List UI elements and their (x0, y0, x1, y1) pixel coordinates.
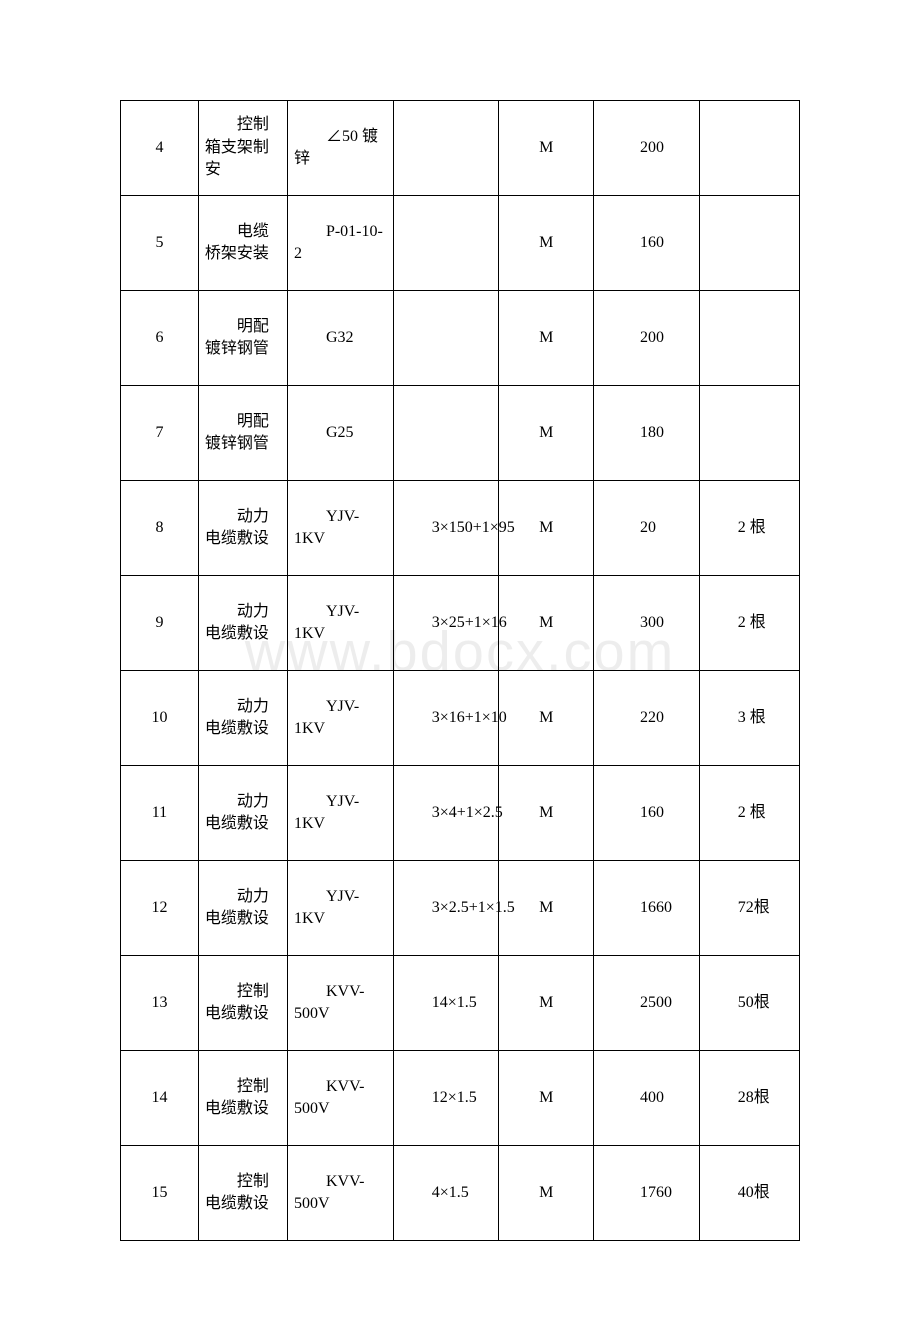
table-row: 5 电缆桥架安装 P-01-10-2 M 160 (121, 196, 800, 291)
cell-col4: 3×16+1×10 (393, 671, 499, 766)
cell-qty: 1660 (594, 861, 700, 956)
cell-col4: 14×1.5 (393, 956, 499, 1051)
cell-qty: 180 (594, 386, 700, 481)
cell-col4: 3×2.5+1×1.5 (393, 861, 499, 956)
cell-qty: 400 (594, 1051, 700, 1146)
table-row: 10 动力电缆敷设 YJV-1KV 3×16+1×10 M 220 3 根 (121, 671, 800, 766)
cell-col3: G25 (287, 386, 393, 481)
cell-col4: 12×1.5 (393, 1051, 499, 1146)
cell-unit: M (499, 671, 594, 766)
cell-name: 控制箱支架制安 (198, 101, 287, 196)
cell-col4: 3×150+1×95 (393, 481, 499, 576)
cell-no: 11 (121, 766, 199, 861)
cell-no: 8 (121, 481, 199, 576)
cell-name: 控制电缆敷设 (198, 1146, 287, 1241)
table-row: 9 动力电缆敷设 YJV-1KV 3×25+1×16 M 300 2 根 (121, 576, 800, 671)
cell-col4 (393, 291, 499, 386)
cell-remark: 3 根 (699, 671, 799, 766)
cell-no: 9 (121, 576, 199, 671)
cell-col4: 3×4+1×2.5 (393, 766, 499, 861)
cell-col3: ∠50 镀锌 (287, 101, 393, 196)
cell-qty: 220 (594, 671, 700, 766)
table-row: 7 明配镀锌钢管 G25 M 180 (121, 386, 800, 481)
cell-qty: 300 (594, 576, 700, 671)
table-row: 12 动力电缆敷设 YJV-1KV 3×2.5+1×1.5 M 1660 72根 (121, 861, 800, 956)
cell-qty: 20 (594, 481, 700, 576)
cell-remark (699, 291, 799, 386)
document-page: 4 控制箱支架制安 ∠50 镀锌 M 200 5 电缆桥架安装 P-01-10-… (0, 0, 920, 1321)
cell-unit: M (499, 1051, 594, 1146)
spec-table: 4 控制箱支架制安 ∠50 镀锌 M 200 5 电缆桥架安装 P-01-10-… (120, 100, 800, 1241)
cell-remark: 2 根 (699, 766, 799, 861)
cell-name: 电缆桥架安装 (198, 196, 287, 291)
table-row: 15 控制电缆敷设 KVV-500V 4×1.5 M 1760 40根 (121, 1146, 800, 1241)
cell-remark: 50根 (699, 956, 799, 1051)
cell-unit: M (499, 291, 594, 386)
cell-no: 13 (121, 956, 199, 1051)
cell-qty: 160 (594, 766, 700, 861)
cell-unit: M (499, 956, 594, 1051)
cell-col3: KVV-500V (287, 1146, 393, 1241)
cell-col4 (393, 386, 499, 481)
table-row: 4 控制箱支架制安 ∠50 镀锌 M 200 (121, 101, 800, 196)
table-row: 6 明配镀锌钢管 G32 M 200 (121, 291, 800, 386)
cell-unit: M (499, 101, 594, 196)
cell-name: 动力电缆敷设 (198, 576, 287, 671)
cell-remark (699, 386, 799, 481)
cell-unit: M (499, 766, 594, 861)
table-row: 13 控制电缆敷设 KVV-500V 14×1.5 M 2500 50根 (121, 956, 800, 1051)
cell-col4: 3×25+1×16 (393, 576, 499, 671)
cell-name: 控制电缆敷设 (198, 956, 287, 1051)
cell-name: 动力电缆敷设 (198, 766, 287, 861)
cell-name: 动力电缆敷设 (198, 671, 287, 766)
cell-col3: YJV-1KV (287, 861, 393, 956)
cell-col3: KVV-500V (287, 956, 393, 1051)
cell-no: 12 (121, 861, 199, 956)
cell-remark: 72根 (699, 861, 799, 956)
cell-remark: 2 根 (699, 481, 799, 576)
cell-name: 动力电缆敷设 (198, 861, 287, 956)
cell-col4 (393, 196, 499, 291)
cell-col3: G32 (287, 291, 393, 386)
cell-qty: 1760 (594, 1146, 700, 1241)
cell-no: 14 (121, 1051, 199, 1146)
cell-qty: 200 (594, 291, 700, 386)
cell-remark: 28根 (699, 1051, 799, 1146)
cell-name: 明配镀锌钢管 (198, 291, 287, 386)
cell-remark (699, 196, 799, 291)
cell-remark: 40根 (699, 1146, 799, 1241)
cell-remark: 2 根 (699, 576, 799, 671)
cell-no: 7 (121, 386, 199, 481)
cell-name: 控制电缆敷设 (198, 1051, 287, 1146)
cell-col4 (393, 101, 499, 196)
cell-col4: 4×1.5 (393, 1146, 499, 1241)
cell-unit: M (499, 386, 594, 481)
cell-qty: 160 (594, 196, 700, 291)
table-row: 8 动力电缆敷设 YJV-1KV 3×150+1×95 M 20 2 根 (121, 481, 800, 576)
cell-no: 4 (121, 101, 199, 196)
cell-no: 15 (121, 1146, 199, 1241)
cell-col3: KVV-500V (287, 1051, 393, 1146)
cell-no: 6 (121, 291, 199, 386)
cell-col3: YJV-1KV (287, 671, 393, 766)
table-body: 4 控制箱支架制安 ∠50 镀锌 M 200 5 电缆桥架安装 P-01-10-… (121, 101, 800, 1241)
cell-no: 5 (121, 196, 199, 291)
table-row: 14 控制电缆敷设 KVV-500V 12×1.5 M 400 28根 (121, 1051, 800, 1146)
cell-col3: YJV-1KV (287, 481, 393, 576)
cell-name: 动力电缆敷设 (198, 481, 287, 576)
cell-name: 明配镀锌钢管 (198, 386, 287, 481)
table-row: 11 动力电缆敷设 YJV-1KV 3×4+1×2.5 M 160 2 根 (121, 766, 800, 861)
cell-qty: 2500 (594, 956, 700, 1051)
cell-col3: P-01-10-2 (287, 196, 393, 291)
cell-unit: M (499, 196, 594, 291)
cell-no: 10 (121, 671, 199, 766)
cell-col3: YJV-1KV (287, 576, 393, 671)
cell-remark (699, 101, 799, 196)
cell-unit: M (499, 1146, 594, 1241)
cell-unit: M (499, 576, 594, 671)
cell-qty: 200 (594, 101, 700, 196)
cell-col3: YJV-1KV (287, 766, 393, 861)
